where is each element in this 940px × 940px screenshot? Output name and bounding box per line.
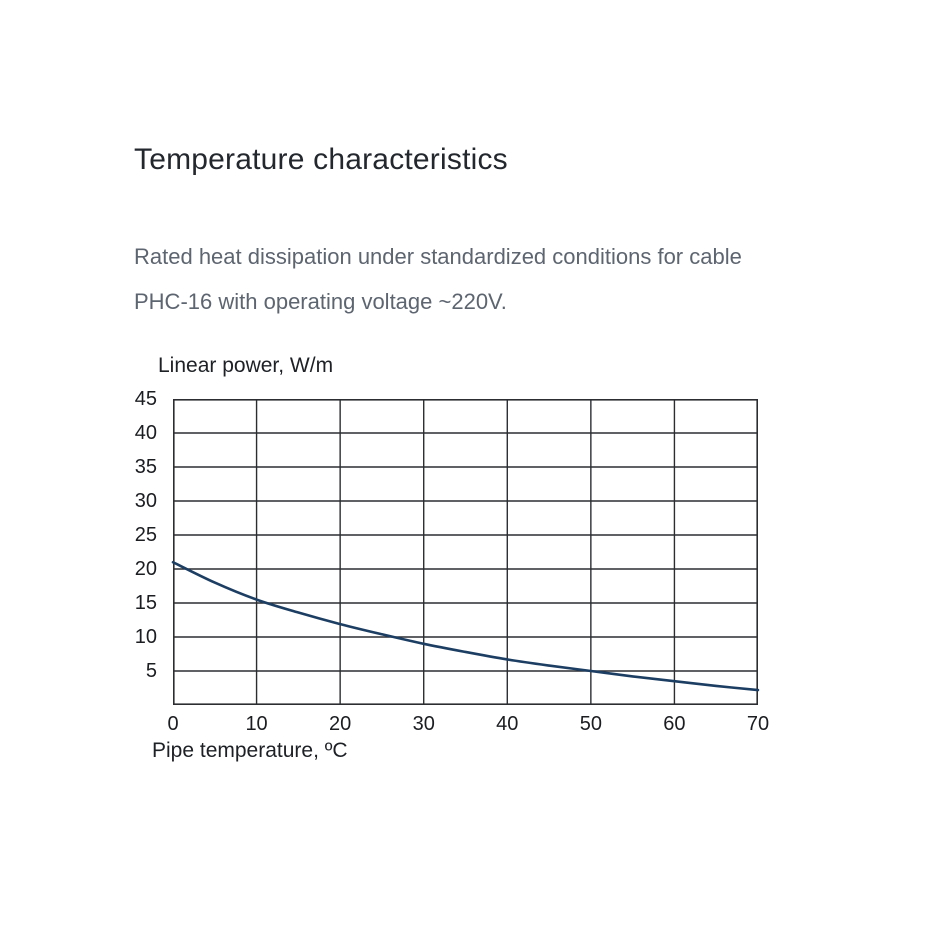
x-tick-label: 50 [579, 713, 602, 735]
y-tick-label: 5 [145, 660, 157, 682]
y-axis-title: Linear power, W/m [158, 354, 334, 377]
y-tick-label: 25 [134, 524, 157, 546]
x-tick-label: 30 [412, 713, 435, 735]
x-tick-label: 0 [167, 713, 179, 735]
power-curve [171, 560, 760, 692]
page-title: Temperature characteristics [134, 143, 508, 176]
plot-area [171, 399, 760, 705]
x-tick-label: 40 [496, 713, 519, 735]
x-tick-label: 70 [746, 713, 770, 735]
x-axis-title: Pipe temperature, ºC [152, 739, 348, 762]
chart-description: Rated heat dissipation under standardize… [134, 234, 874, 324]
y-tick-label: 10 [134, 626, 157, 648]
plot-border [173, 399, 759, 705]
description-line-1: Rated heat dissipation under standardize… [134, 244, 742, 269]
y-tick-label: 40 [134, 422, 157, 444]
x-tick-label: 20 [329, 713, 352, 735]
x-tick-label: 60 [663, 713, 686, 735]
y-tick-label: 35 [134, 456, 157, 478]
y-tick-label: 20 [134, 558, 157, 580]
y-tick-label: 45 [134, 388, 157, 410]
y-tick-label: 15 [134, 592, 157, 614]
y-tick-label: 30 [134, 490, 157, 512]
x-tick-label: 10 [245, 713, 268, 735]
description-line-2: PHC-16 with operating voltage ~220V. [134, 289, 507, 314]
